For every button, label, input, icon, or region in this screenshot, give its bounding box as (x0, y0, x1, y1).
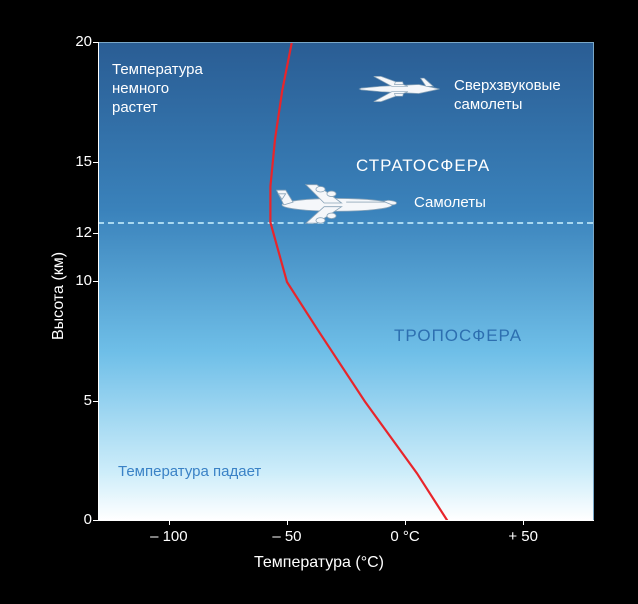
label-troposphere: ТРОПОСФЕРА (394, 325, 522, 346)
airliner-icon (270, 181, 404, 225)
y-axis-label: Высота (км) (50, 252, 68, 340)
x-tick-mark (405, 520, 406, 525)
x-tick-label: 0 °C (380, 528, 430, 545)
label-temp-rising: Температура немного растет (112, 61, 203, 117)
y-tick-label: 10 (66, 272, 92, 289)
x-axis-label: Температура (°C) (254, 554, 384, 572)
label-supersonic-jets: Сверхзвуковые самолеты (454, 77, 561, 115)
y-tick-label: 0 (66, 511, 92, 528)
plot-area: Температура немного растет СТРАТОСФЕРА Т… (98, 42, 594, 520)
x-tick-label: – 100 (144, 528, 194, 545)
label-temp-falling: Температура падает (118, 463, 261, 482)
x-tick-mark (287, 520, 288, 525)
y-tick-mark (93, 281, 98, 282)
y-tick-label: 12 (66, 224, 92, 241)
y-tick-label: 5 (66, 392, 92, 409)
chart-frame: Высота (км) Температура (°C) Температура… (30, 30, 608, 574)
x-tick-mark (169, 520, 170, 525)
y-tick-mark (93, 401, 98, 402)
x-tick-label: + 50 (498, 528, 548, 545)
y-tick-mark (93, 42, 98, 43)
label-planes: Самолеты (414, 194, 486, 213)
y-tick-mark (93, 162, 98, 163)
y-tick-mark (93, 520, 98, 521)
x-tick-label: – 50 (262, 528, 312, 545)
y-tick-label: 15 (66, 153, 92, 170)
y-tick-label: 20 (66, 33, 92, 50)
label-stratosphere: СТРАТОСФЕРА (356, 155, 490, 176)
y-tick-mark (93, 233, 98, 234)
y-axis-line (98, 42, 99, 520)
supersonic-jet-icon (354, 71, 444, 107)
x-axis-line (98, 520, 594, 521)
x-tick-mark (523, 520, 524, 525)
